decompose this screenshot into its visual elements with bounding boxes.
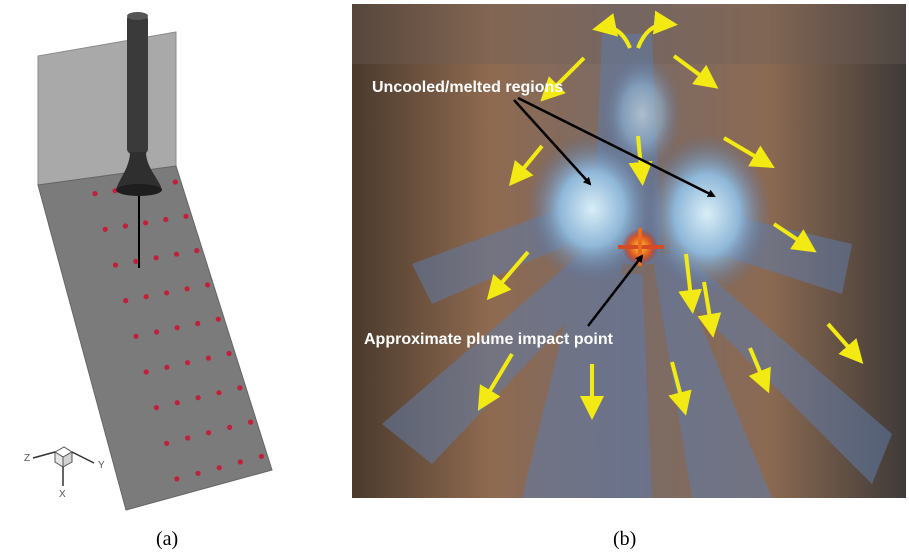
probe-dot — [143, 294, 149, 300]
annotation-arrows — [513, 96, 716, 327]
flow-arrow — [826, 322, 864, 364]
probe-dot — [237, 459, 243, 465]
probe-dot — [215, 316, 221, 322]
probe-dot — [194, 248, 200, 254]
probe-dot — [216, 465, 222, 471]
probe-dot — [153, 255, 159, 261]
probe-dot — [205, 355, 211, 361]
probe-dot — [143, 369, 149, 375]
probe-dot — [183, 213, 189, 219]
caption-b: (b) — [613, 528, 637, 550]
flow-arrow-top-right — [636, 10, 678, 49]
probe-dot — [174, 476, 180, 482]
probe-dot — [123, 298, 129, 304]
panel-a-geometry: Z Y X — [0, 0, 330, 515]
probe-dot — [143, 220, 149, 226]
probe-dot — [237, 385, 243, 391]
probe-dot — [174, 325, 180, 331]
probe-dot — [174, 400, 180, 406]
flow-arrow — [668, 361, 692, 416]
probe-dot — [112, 262, 119, 268]
flow-arrow — [486, 250, 530, 301]
probe-dot — [258, 453, 264, 459]
flow-arrow — [748, 347, 771, 394]
label-uncooled-regions: Uncooled/melted regions — [372, 79, 563, 96]
axis-label-x: X — [59, 489, 66, 500]
flow-arrow — [540, 56, 586, 102]
probe-dot — [184, 286, 190, 292]
probe-dot — [122, 223, 128, 229]
probe-dot — [164, 364, 170, 370]
arrow-to-impact — [587, 254, 644, 327]
probe-dot — [185, 435, 191, 441]
back-wall — [37, 31, 177, 186]
probe-dot — [164, 440, 170, 446]
flow-arrow — [672, 54, 719, 89]
probe-dot — [185, 360, 191, 366]
nozzle-exit — [116, 184, 162, 196]
flow-arrows — [477, 10, 864, 420]
flow-arrow — [772, 222, 817, 253]
probe-dot — [248, 419, 254, 425]
probe-dot — [195, 395, 201, 401]
melted-region-right — [642, 134, 772, 294]
probe-dot — [227, 424, 233, 430]
probe-dot — [102, 226, 108, 232]
geometry-figure: Z Y X — [24, 12, 273, 511]
inclined-plate — [37, 165, 273, 511]
probe-dot — [133, 258, 139, 264]
probe-dot — [216, 390, 222, 396]
probe-dot — [133, 333, 139, 339]
axis-label-y: Y — [98, 460, 105, 471]
nozzle-bell — [116, 152, 162, 195]
probe-dot — [195, 470, 201, 476]
flow-arrow — [697, 281, 722, 338]
nozzle-cap — [127, 12, 148, 20]
probe-dot — [206, 430, 212, 436]
probe-dot — [172, 179, 178, 185]
probe-dot — [173, 251, 180, 257]
axis-triad: Z Y X — [24, 446, 105, 500]
probe-dot — [226, 350, 232, 357]
nozzle-stem — [127, 14, 148, 154]
flow-arrow — [508, 144, 544, 187]
probe-dot — [164, 290, 170, 296]
flow-arrow — [628, 135, 653, 186]
probe-dot — [92, 191, 98, 197]
arrow-to-right-melt — [517, 96, 716, 198]
axis-label-z: Z — [24, 453, 30, 464]
arrow-to-left-melt — [513, 99, 592, 186]
flow-arrow — [477, 352, 514, 411]
probe-dot — [205, 282, 211, 288]
probe-dot — [154, 329, 160, 335]
probe-dot — [195, 320, 201, 327]
label-impact-point: Approximate plume impact point — [364, 331, 614, 348]
impingement-photo: Uncooled/melted regions Approximate plum… — [352, 4, 906, 498]
flow-arrow — [678, 253, 703, 314]
caption-a: (a) — [156, 528, 179, 550]
probe-dot — [163, 216, 169, 223]
flow-arrow — [722, 136, 775, 169]
probe-dot — [153, 405, 159, 411]
panel-b-photo: Uncooled/melted regions Approximate plum… — [352, 4, 906, 498]
flow-arrow-top-left — [592, 13, 632, 49]
